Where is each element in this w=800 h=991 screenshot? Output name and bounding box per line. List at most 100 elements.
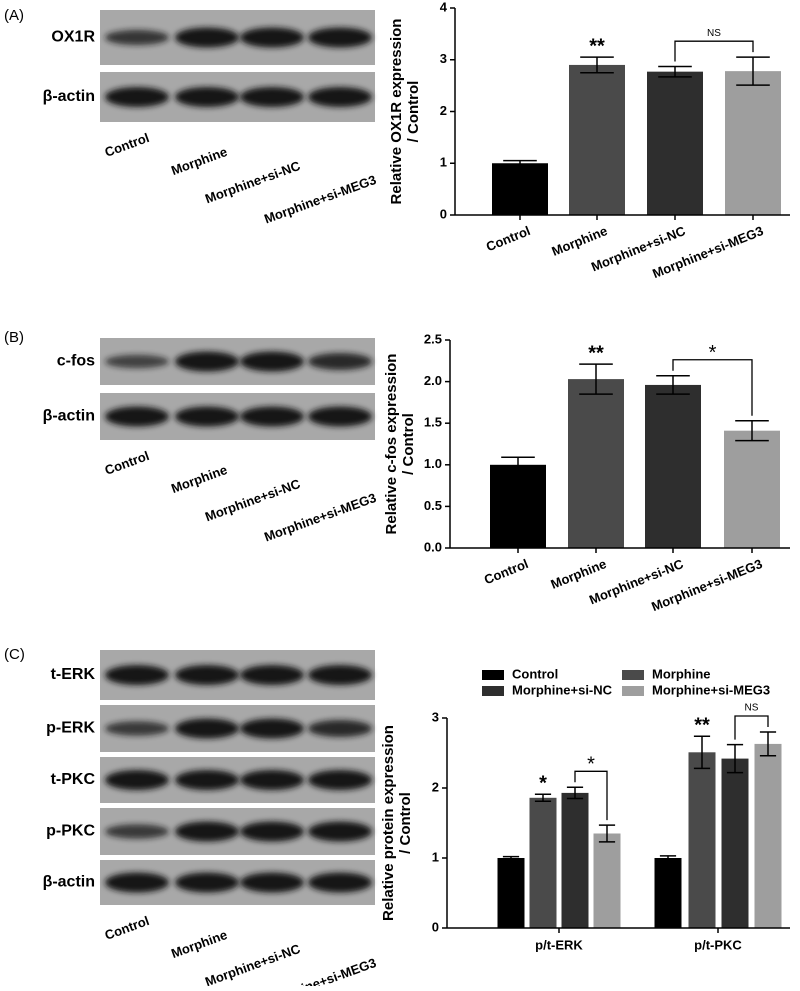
y-tick-label: 3 xyxy=(432,709,439,724)
panel-label: (B) xyxy=(4,329,24,346)
blot-band xyxy=(105,824,169,839)
y-tick-label: 2 xyxy=(440,103,447,118)
y-tick-label: 1.0 xyxy=(424,456,442,471)
bar xyxy=(721,758,749,928)
blot-row-label: β-actin xyxy=(43,874,95,891)
blot-band xyxy=(105,770,169,790)
bar xyxy=(725,71,781,215)
blot-band xyxy=(308,665,372,685)
significance-label: ** xyxy=(694,714,710,736)
blot-band xyxy=(240,27,304,48)
y-axis-label: / Control xyxy=(405,81,422,143)
blot-row-label: β-actin xyxy=(43,88,95,105)
bracket xyxy=(734,715,769,740)
blot-band xyxy=(240,87,304,107)
significance-label: ** xyxy=(589,35,605,57)
blot-band xyxy=(175,872,239,893)
bracket-label: * xyxy=(709,342,717,364)
lane-label: Control xyxy=(103,448,152,478)
y-axis-label: Relative c-fos expression xyxy=(383,354,400,535)
blot-band xyxy=(308,353,372,370)
y-tick-label: 4 xyxy=(440,0,448,14)
blot-band xyxy=(308,770,372,790)
legend-label: Control xyxy=(512,666,558,681)
y-tick-label: 1 xyxy=(440,155,447,170)
bracket-label: NS xyxy=(707,28,721,39)
blot-row-label: t-PKC xyxy=(51,771,96,788)
lane-label: Morphine+si-NC xyxy=(203,941,303,986)
blot-band xyxy=(175,718,239,739)
blot-band xyxy=(308,821,372,842)
legend-label: Morphine+si-MEG3 xyxy=(652,682,770,697)
y-tick-label: 3 xyxy=(440,51,447,66)
blot-band xyxy=(308,872,372,893)
lane-label: Morphine xyxy=(169,927,229,961)
blot-band xyxy=(105,354,169,369)
bar xyxy=(647,71,703,215)
bar xyxy=(568,379,624,548)
blot-row-label: c-fos xyxy=(57,353,95,370)
blot-band xyxy=(240,351,304,372)
legend-swatch xyxy=(482,686,504,696)
blot-band xyxy=(240,821,304,842)
bar xyxy=(490,464,546,548)
x-tick-label: p/t-ERK xyxy=(535,937,583,952)
blot-band xyxy=(175,665,239,685)
blot-band xyxy=(308,87,372,107)
y-axis-label: / Control xyxy=(400,413,417,475)
x-tick-label: Control xyxy=(482,556,530,587)
blot-band xyxy=(105,29,169,46)
y-tick-label: 1 xyxy=(432,849,439,864)
legend-label: Morphine+si-NC xyxy=(512,682,613,697)
blot-band xyxy=(105,665,169,685)
bar xyxy=(561,792,589,928)
blot-band xyxy=(308,406,372,427)
y-tick-label: 0.5 xyxy=(424,498,442,513)
bracket xyxy=(674,40,754,62)
y-tick-label: 2 xyxy=(432,779,439,794)
significance-label: * xyxy=(539,773,547,795)
y-tick-label: 2.0 xyxy=(424,373,442,388)
blot-band xyxy=(175,770,239,790)
lane-label: Morphine xyxy=(169,462,229,496)
y-axis-label: / Control xyxy=(397,792,414,854)
lane-label: Morphine+si-NC xyxy=(203,158,303,207)
blot-band xyxy=(105,872,169,893)
bar xyxy=(724,430,780,548)
blot-band xyxy=(175,821,239,842)
significance-label: ** xyxy=(588,342,604,364)
x-tick-label: Control xyxy=(484,223,532,254)
blot-row-label: p-ERK xyxy=(46,720,95,737)
legend-swatch xyxy=(622,670,644,680)
bar xyxy=(492,163,548,215)
bracket xyxy=(672,359,753,416)
blot-band xyxy=(175,406,239,427)
legend-swatch xyxy=(622,686,644,696)
y-tick-label: 2.5 xyxy=(424,331,442,346)
blot-band xyxy=(240,770,304,790)
blot-band xyxy=(240,406,304,427)
legend-label: Morphine xyxy=(652,666,711,681)
x-tick-label: Morphine xyxy=(549,556,609,592)
blot-band xyxy=(240,872,304,893)
y-tick-label: 1.5 xyxy=(424,415,442,430)
y-axis-label: Relative OX1R expression xyxy=(388,19,405,205)
bar xyxy=(497,858,525,928)
panel-label: (A) xyxy=(4,7,24,24)
lane-label: Control xyxy=(103,913,152,943)
panel-label: (C) xyxy=(4,646,25,663)
lane-label: Control xyxy=(103,130,152,160)
x-tick-label: p/t-PKC xyxy=(694,937,742,952)
blot-band xyxy=(240,665,304,685)
blot-band xyxy=(175,351,239,372)
bracket-label: NS xyxy=(745,703,759,714)
y-axis-label: Relative protein expression xyxy=(380,725,397,921)
blot-row-label: OX1R xyxy=(51,29,95,46)
y-tick-label: 0.0 xyxy=(424,539,442,554)
blot-band xyxy=(308,720,372,737)
blot-band xyxy=(105,721,169,736)
blot-band xyxy=(308,27,372,48)
bar xyxy=(593,833,621,928)
bar xyxy=(529,797,557,928)
